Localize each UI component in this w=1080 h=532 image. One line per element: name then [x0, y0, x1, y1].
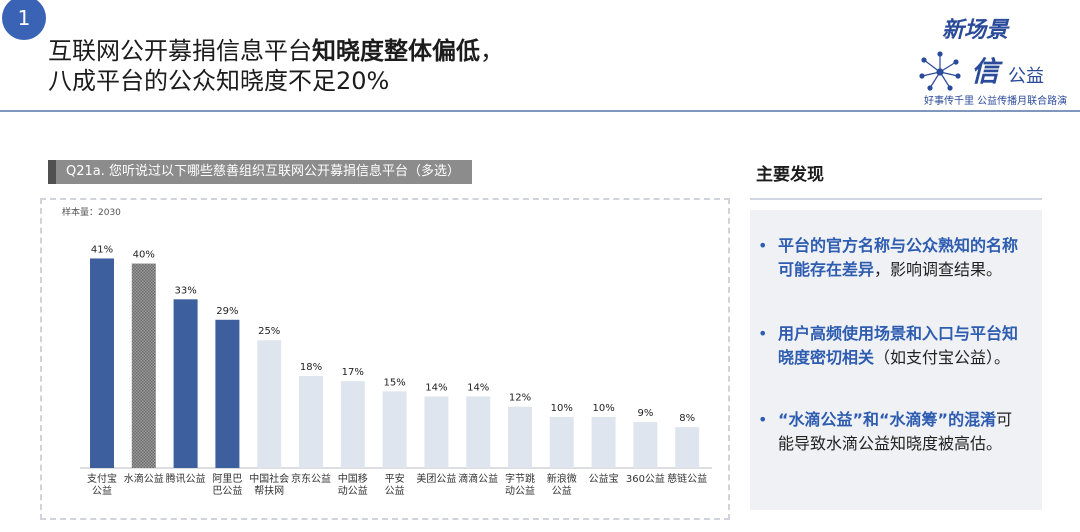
brand-logo: 新场景 信 公益 好事传千里 公益传播月联合路演	[916, 6, 1068, 107]
bar	[675, 427, 700, 468]
logo-subtitle: 好事传千里 公益传播月联合路演	[924, 96, 1068, 107]
finding-highlight: 平台的官方名称与公众熟知的名称可能存在差异	[778, 236, 1019, 279]
bar	[215, 319, 240, 468]
finding-highlight: “水滴公益”和“水滴筹”的混淆	[778, 410, 997, 429]
header-divider	[0, 110, 1080, 112]
category-label: 腾讯公益	[166, 472, 206, 485]
bar	[131, 263, 156, 468]
data-label: 10%	[592, 403, 614, 414]
findings-panel	[750, 210, 1042, 510]
category-label: 京东公益	[291, 472, 331, 485]
bar	[90, 258, 114, 468]
bar-chart: 41% 支付宝公益 40% 水滴公益 33% 腾讯公益 29% 阿里巴巴公益 25% 中国社会帮扶…	[80, 244, 712, 497]
bar	[424, 396, 449, 468]
findings-title: 主要发现	[756, 165, 824, 185]
finding-rest: （如支付宝公益）。	[874, 348, 1011, 367]
chart-frame	[40, 198, 730, 520]
finding-rest: 可能导致水滴公益知晓度被高估。	[778, 410, 1013, 453]
bar	[549, 416, 574, 468]
data-label: 17%	[342, 367, 364, 378]
data-label: 15%	[383, 377, 405, 388]
category-label: 慈链公益	[667, 472, 707, 485]
category-label: 阿里巴巴公益	[212, 473, 242, 497]
sample-size: 样本量：2030	[62, 208, 121, 218]
bullet-icon: •	[758, 324, 768, 343]
bar	[340, 381, 365, 468]
title-line1-plain: 互联网公开募捐信息平台	[48, 37, 312, 65]
bar	[299, 376, 323, 468]
category-label: 公益宝	[589, 472, 619, 485]
bar	[173, 299, 198, 468]
question-text: Q21a. 您听说过以下哪些慈善组织互联网公开募捐信息平台（多选）	[66, 164, 461, 179]
category-label: 平安公益	[385, 472, 405, 497]
bar	[508, 406, 532, 468]
category-label: 360公益	[626, 472, 665, 485]
category-label: 水滴公益	[124, 472, 164, 485]
category-label: 支付宝公益	[87, 472, 117, 497]
title-line1-bold: 知晓度整体偏低	[312, 37, 480, 65]
data-label: 14%	[467, 382, 489, 393]
slide-number-badge: 1	[2, 0, 46, 40]
data-label: 9%	[637, 408, 653, 419]
question-tick	[48, 160, 56, 184]
finding-rest: ，影响调查结果。	[874, 260, 1003, 279]
bullet-icon: •	[758, 410, 768, 429]
data-label: 10%	[551, 403, 573, 414]
title-line2: 八成平台的公众知晓度不足20%	[48, 67, 390, 95]
bar	[382, 391, 407, 468]
data-label: 33%	[174, 285, 196, 296]
logo-mark2: 公益	[1008, 66, 1044, 87]
data-label: 18%	[300, 362, 322, 373]
logo-top-text: 新场景	[942, 17, 1009, 43]
category-label: 中国移动公益	[338, 472, 368, 497]
data-label: 8%	[679, 413, 695, 424]
data-label: 41%	[91, 244, 113, 255]
category-label: 美团公益	[416, 472, 456, 485]
page-title: 互联网公开募捐信息平台知晓度整体偏低， 八成平台的公众知晓度不足20%	[48, 36, 504, 96]
bar	[633, 422, 658, 468]
category-label: 字节跳动公益	[505, 472, 535, 497]
data-label: 29%	[216, 306, 238, 317]
logo-mark: 信	[971, 55, 1000, 88]
finding-item: • 用户高频使用场景和入口与平台知晓度密切相关（如支付宝公益）。	[758, 322, 1028, 370]
bar	[466, 396, 491, 468]
category-label: 滴滴公益	[458, 472, 498, 485]
data-label: 12%	[509, 393, 531, 404]
data-label: 14%	[425, 382, 447, 393]
finding-item: • “水滴公益”和“水滴筹”的混淆可能导致水滴公益知晓度被高估。	[758, 408, 1028, 456]
question-label: Q21a. 您听说过以下哪些慈善组织互联网公开募捐信息平台（多选）	[48, 160, 473, 184]
category-label: 新浪微公益	[547, 472, 577, 497]
bar	[591, 416, 616, 468]
bullet-icon: •	[758, 236, 768, 255]
data-label: 40%	[133, 250, 155, 261]
bar	[257, 340, 282, 468]
findings-divider	[750, 198, 1042, 200]
title-line1-end: ，	[480, 37, 504, 65]
finding-item: • 平台的官方名称与公众熟知的名称可能存在差异，影响调查结果。	[758, 234, 1028, 282]
data-label: 25%	[258, 326, 280, 337]
category-label: 中国社会帮扶网	[249, 472, 289, 497]
dandelion-icon	[919, 51, 961, 91]
finding-highlight: 用户高频使用场景和入口与平台知晓度密切相关	[778, 324, 1019, 367]
